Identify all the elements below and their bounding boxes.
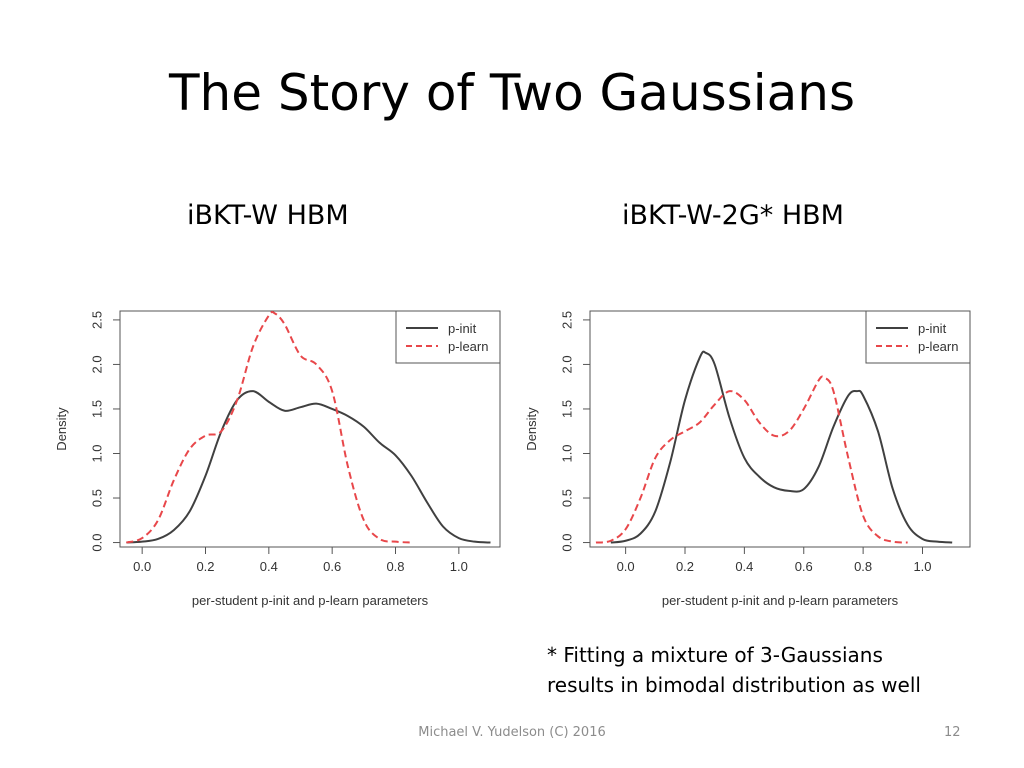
page-number: 12 bbox=[944, 725, 961, 740]
x-tick-label: 1.0 bbox=[450, 559, 468, 574]
x-tick-label: 1.0 bbox=[913, 559, 931, 574]
y-axis-label: Density bbox=[54, 407, 69, 451]
y-axis-label: Density bbox=[524, 407, 539, 451]
x-axis-label: per-student p-init and p-learn parameter… bbox=[662, 593, 899, 608]
x-tick-label: 0.6 bbox=[795, 559, 813, 574]
left-density-plot: 0.0 0.2 0.4 0.6 0.8 1.0 0.0 0.5 1.0 1.5 2.0 2.5 per-… bbox=[54, 310, 501, 608]
y-tick-label: 1.5 bbox=[89, 400, 104, 418]
y-tick-label: 0.0 bbox=[559, 534, 574, 552]
legend-label-p-init: p-init bbox=[448, 321, 477, 336]
x-tick-label: 0.6 bbox=[323, 559, 341, 574]
footnote: * Fitting a mixture of 3-Gaussians resul… bbox=[547, 640, 921, 700]
series-line-p-learn bbox=[126, 311, 412, 544]
series-line-p-init bbox=[126, 390, 491, 544]
x-tick-label: 0.2 bbox=[676, 559, 694, 574]
x-tick-label: 0.4 bbox=[260, 559, 278, 574]
y-tick-label: 1.5 bbox=[559, 400, 574, 418]
y-tick-label: 1.0 bbox=[559, 444, 574, 462]
y-tick-label: 0.0 bbox=[89, 534, 104, 552]
x-tick-label: 0.0 bbox=[133, 559, 151, 574]
x-tick-label: 0.8 bbox=[386, 559, 404, 574]
right-density-plot: 0.0 0.2 0.4 0.6 0.8 1.0 0.0 0.5 1.0 1.5 2.0 2.5 per-… bbox=[524, 310, 971, 608]
legend-label-p-init: p-init bbox=[918, 321, 947, 336]
footnote-line-1: * Fitting a mixture of 3-Gaussians bbox=[547, 643, 883, 667]
x-tick-label: 0.8 bbox=[854, 559, 872, 574]
plot-frame bbox=[119, 310, 501, 548]
y-tick-label: 2.5 bbox=[89, 311, 104, 329]
x-tick-label: 0.4 bbox=[735, 559, 753, 574]
x-tick-label: 0.2 bbox=[196, 559, 214, 574]
plot-frame bbox=[589, 310, 971, 548]
legend-box bbox=[395, 310, 501, 364]
right-chart-heading: iBKT-W-2G* HBM bbox=[622, 200, 844, 231]
y-tick-label: 2.0 bbox=[559, 355, 574, 373]
legend-label-p-learn: p-learn bbox=[918, 339, 958, 354]
series-line-p-learn bbox=[595, 375, 908, 544]
legend-box bbox=[865, 310, 971, 364]
x-axis-label: per-student p-init and p-learn parameter… bbox=[192, 593, 429, 608]
y-tick-label: 0.5 bbox=[89, 489, 104, 507]
x-tick-label: 0.0 bbox=[617, 559, 635, 574]
y-tick-label: 0.5 bbox=[559, 489, 574, 507]
footnote-line-2: results in bimodal distribution as well bbox=[547, 673, 921, 697]
legend-label-p-learn: p-learn bbox=[448, 339, 488, 354]
left-chart-heading: iBKT-W HBM bbox=[187, 200, 349, 231]
y-tick-label: 2.5 bbox=[559, 311, 574, 329]
slide-title: The Story of Two Gaussians bbox=[168, 64, 856, 122]
y-tick-label: 1.0 bbox=[89, 444, 104, 462]
series-line-p-init bbox=[610, 350, 953, 544]
y-tick-label: 2.0 bbox=[89, 355, 104, 373]
slide-footer: Michael V. Yudelson (C) 2016 bbox=[418, 725, 606, 740]
